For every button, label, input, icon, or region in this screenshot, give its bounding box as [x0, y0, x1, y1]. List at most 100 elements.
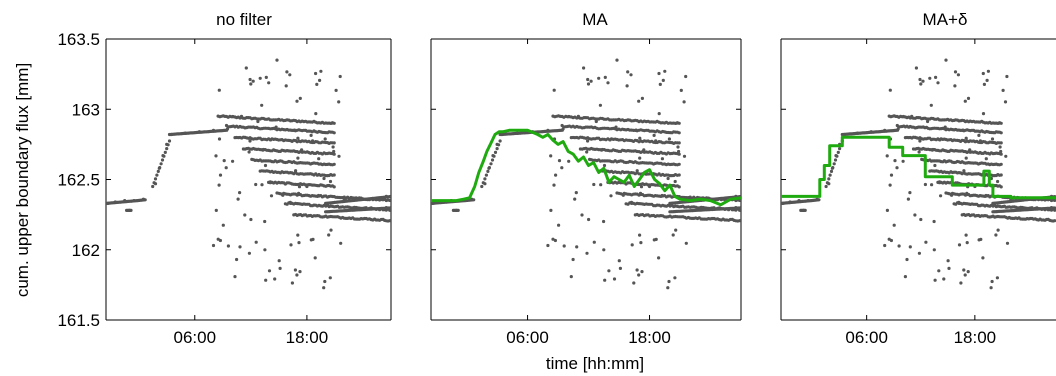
observation-point [906, 197, 911, 201]
observation-point [322, 286, 326, 290]
observation-point [930, 183, 934, 187]
panel-title-no-filter: no filter [216, 10, 272, 29]
observation-points [431, 58, 741, 290]
observation-point [936, 81, 940, 85]
observation-point [515, 131, 520, 135]
observation-point [923, 182, 928, 187]
observation-point [338, 74, 342, 79]
observation-point [487, 166, 491, 170]
observation-point [675, 121, 679, 125]
observation-point [652, 133, 656, 137]
observation-point [869, 130, 873, 134]
observation-point [832, 162, 836, 166]
observation-point [316, 193, 321, 198]
observation-point [317, 157, 321, 161]
observation-point [1053, 206, 1056, 210]
observation-point [827, 177, 831, 181]
observation-point [981, 112, 986, 116]
observation-point [247, 150, 251, 154]
observation-point [217, 183, 221, 187]
observation-point [896, 127, 900, 131]
observation-point [226, 244, 230, 248]
observation-point [966, 96, 971, 100]
observation-point [908, 245, 912, 249]
observation-point [332, 152, 336, 156]
observation-point [994, 233, 998, 237]
observation-point [982, 82, 987, 86]
observation-point [113, 200, 117, 204]
observation-point [918, 139, 922, 143]
y-tick-label: 163 [72, 100, 100, 119]
observation-point [632, 281, 636, 285]
observation-point [677, 185, 681, 189]
observation-point [263, 219, 267, 224]
observation-point [495, 142, 499, 146]
observation-point [309, 133, 313, 137]
observation-point [1049, 206, 1054, 210]
observation-point [553, 238, 558, 243]
observation-point [238, 245, 242, 249]
observation-point [978, 139, 983, 143]
observation-point [1003, 100, 1008, 104]
observation-point [638, 233, 642, 237]
observation-point [607, 269, 611, 273]
observation-point [990, 279, 994, 284]
observation-point [153, 177, 158, 181]
observation-point [658, 82, 662, 86]
observation-point [549, 154, 553, 158]
observation-point [322, 176, 326, 181]
x-tick-label: 06:00 [845, 328, 888, 347]
observation-point [606, 81, 610, 85]
observation-point [657, 71, 661, 76]
observation-point [634, 128, 638, 132]
observation-point [1053, 198, 1056, 202]
observation-point [483, 182, 487, 186]
observation-point [592, 182, 596, 187]
observation-point [883, 128, 887, 132]
observation-point [647, 184, 652, 189]
observation-point [990, 137, 995, 141]
observation-point [260, 183, 264, 187]
observation-point [638, 136, 642, 140]
observation-point [654, 139, 658, 143]
observation-point [388, 219, 391, 223]
observation-point [268, 181, 272, 185]
observation-point [677, 149, 681, 154]
observation-point [964, 136, 968, 140]
observation-point [313, 256, 317, 260]
observation-point [592, 240, 596, 244]
observation-point [222, 159, 226, 163]
observation-point [273, 277, 277, 281]
observation-point [580, 213, 584, 217]
observation-point [962, 268, 966, 272]
observation-point [640, 96, 645, 100]
observation-point [999, 131, 1003, 135]
observation-point [197, 130, 201, 134]
observation-point [557, 159, 562, 163]
observation-point [211, 243, 216, 248]
observation-point [141, 197, 145, 201]
observation-point [567, 114, 571, 119]
observation-point [334, 88, 338, 92]
observation-point [638, 156, 642, 160]
observation-point [889, 173, 894, 177]
observation-point [249, 82, 253, 86]
observation-point [337, 154, 341, 158]
observation-point [629, 200, 634, 204]
observation-point [562, 244, 566, 248]
observation-point [617, 259, 621, 263]
observation-point [917, 150, 921, 154]
observation-point [218, 173, 223, 177]
observation-point [384, 194, 388, 198]
observation-point [1001, 88, 1005, 92]
observation-point [384, 206, 388, 210]
observation-point [586, 139, 590, 143]
observation-point [677, 141, 681, 145]
panel-1: 06:00 18:00 [430, 38, 742, 347]
observation-point [156, 169, 160, 173]
observation-point [332, 131, 336, 135]
observation-point [1004, 154, 1008, 158]
observation-point [236, 197, 240, 201]
observation-point [999, 162, 1003, 166]
observation-point [339, 241, 343, 245]
